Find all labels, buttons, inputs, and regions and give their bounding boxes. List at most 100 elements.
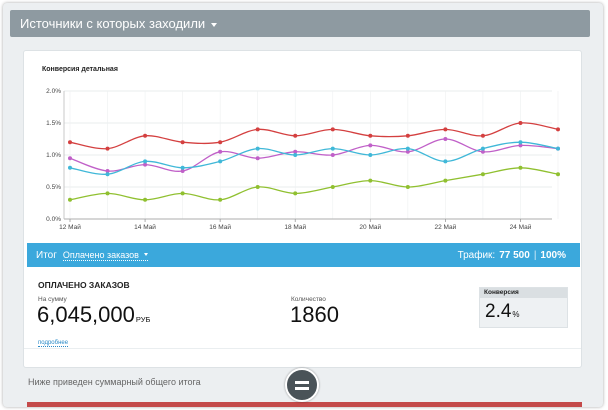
data-point [105, 169, 110, 173]
equals-icon-bar [295, 386, 309, 390]
data-point [143, 162, 148, 167]
series-line-3 [69, 167, 559, 201]
sum-amount: 6,045,000 [37, 302, 135, 327]
conversion-label: Конверсия [480, 288, 567, 298]
chart-title: Конверсия детальная [42, 66, 118, 73]
data-point [480, 133, 485, 138]
data-point [330, 185, 335, 189]
data-point [68, 140, 72, 145]
summary-note: Ниже приведен суммарный общего итога [28, 377, 201, 387]
data-point [405, 146, 410, 151]
x-tick-label: 22 Май [434, 223, 456, 231]
data-point [556, 146, 560, 151]
data-point [68, 165, 72, 170]
series-line-1 [69, 138, 559, 172]
data-point [518, 165, 523, 170]
data-point [480, 146, 485, 151]
sources-dropdown[interactable]: Источники с которых заходили [10, 10, 590, 37]
sources-dropdown-label: Источники с которых заходили [20, 16, 206, 31]
data-point [218, 159, 223, 164]
data-point [480, 172, 485, 177]
data-point [218, 149, 223, 154]
data-point [105, 172, 110, 177]
x-tick-label: 18 Май [284, 223, 306, 231]
data-point [480, 149, 485, 154]
total-bar [27, 402, 582, 407]
data-point [443, 137, 448, 141]
data-point [255, 127, 260, 132]
totals-label: Итог [36, 249, 57, 261]
qty-value: 1860 [290, 302, 339, 327]
sum-label: На сумму [38, 296, 67, 303]
data-point [405, 185, 410, 189]
data-point [293, 149, 298, 154]
data-point [255, 146, 260, 151]
data-point [405, 149, 410, 154]
data-point [143, 133, 148, 138]
data-point [405, 133, 410, 138]
traffic-summary: Трафик: 77 500 | 100% [458, 250, 566, 261]
data-point [556, 127, 560, 132]
data-point [443, 159, 448, 164]
data-point [293, 133, 298, 138]
page-frame: Источники с которых заходили Конверсия д… [3, 3, 603, 407]
data-point [518, 143, 523, 148]
data-point [143, 197, 148, 202]
details-link[interactable]: подробнее [38, 340, 69, 347]
x-tick-label: 24 Май [510, 223, 532, 231]
conversion-number: 2.4 [485, 301, 512, 322]
data-point [180, 165, 185, 170]
data-point [255, 156, 260, 161]
data-point [368, 133, 373, 138]
sum-unit: РУБ [135, 315, 151, 324]
data-point [368, 178, 373, 183]
y-tick-label: 0.0% [46, 216, 61, 223]
metric-dropdown[interactable]: Оплачено заказов [62, 249, 148, 261]
data-point [105, 146, 110, 151]
x-tick-label: 12 Май [59, 223, 81, 231]
chevron-down-icon [143, 253, 148, 256]
sum-value: 6,045,000 РУБ [37, 302, 150, 328]
data-point [518, 140, 523, 145]
data-point [368, 143, 373, 148]
x-tick-label: 20 Май [359, 223, 381, 231]
data-point [330, 153, 335, 157]
data-point [556, 172, 560, 177]
data-point [68, 197, 72, 202]
chevron-down-icon [211, 22, 218, 27]
y-tick-label: 1.5% [46, 120, 61, 127]
traffic-value: 77 500 [499, 249, 530, 261]
x-tick-label: 16 Май [209, 223, 231, 231]
data-point [180, 169, 185, 173]
equals-button[interactable] [285, 368, 319, 402]
totals-bar: Итог Оплачено заказов Трафик: 77 500 | 1… [27, 243, 580, 267]
series-line-2 [69, 141, 559, 175]
qty-label: Количество [291, 296, 326, 303]
conversion-unit: % [512, 310, 520, 319]
data-point [180, 191, 185, 196]
series-line-0 [69, 122, 559, 150]
summary-title: ОПЛАЧЕНО ЗАКАЗОВ [38, 280, 130, 290]
data-point [443, 127, 448, 132]
metric-dropdown-label: Оплачено заказов [62, 249, 139, 260]
data-point [218, 140, 223, 145]
conversion-chart: 0.0% 0.5% 1.0% 1.5% 2.0% 12 Май 14 Май 16 Май 18… [46, 88, 560, 231]
data-point [105, 191, 110, 196]
data-point [218, 197, 223, 202]
conversion-panel: Конверсия детальная 0.0% 0.5% 1.0% 1.5% 2.0%… [23, 50, 582, 368]
data-point [330, 146, 335, 151]
data-point [443, 178, 448, 183]
traffic-label: Трафик: [457, 249, 496, 261]
traffic-percent: 100% [540, 249, 566, 261]
divider [24, 348, 581, 349]
y-tick-label: 0.5% [46, 184, 61, 191]
data-point [293, 153, 298, 157]
data-point [330, 127, 335, 132]
y-tick-label: 2.0% [46, 88, 61, 95]
y-tick-label: 1.0% [46, 152, 61, 159]
data-point [255, 185, 260, 189]
conversion-box: Конверсия 2.4 % [479, 287, 568, 328]
data-point [518, 121, 523, 125]
data-point [180, 140, 185, 145]
data-point [68, 156, 72, 161]
